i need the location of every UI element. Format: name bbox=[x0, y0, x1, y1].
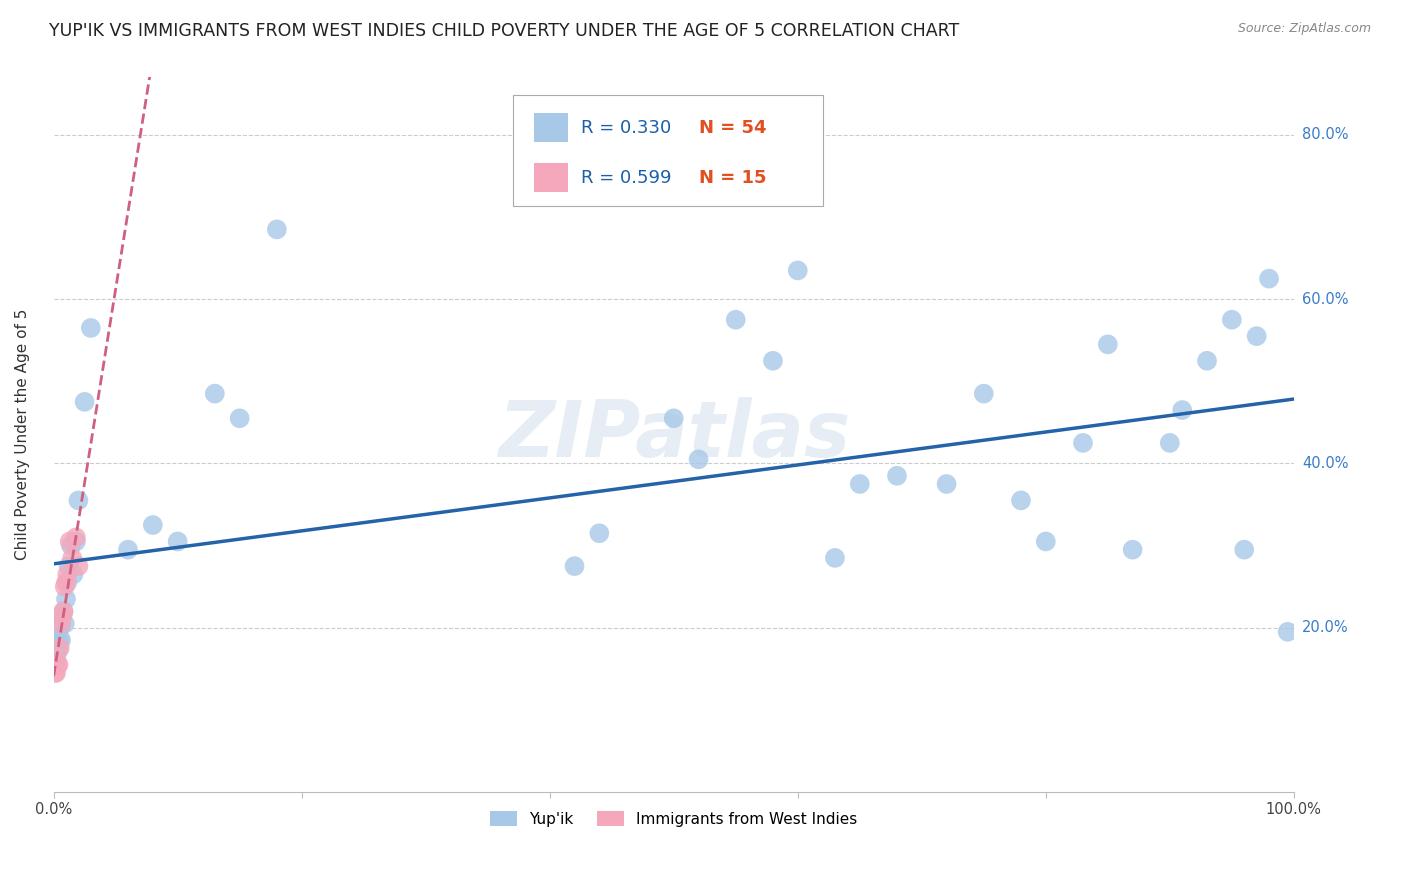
Point bbox=[786, 263, 808, 277]
Point bbox=[49, 633, 72, 648]
Point bbox=[266, 222, 288, 236]
Point bbox=[44, 665, 66, 680]
Point bbox=[48, 657, 70, 672]
Text: 40.0%: 40.0% bbox=[1302, 456, 1348, 471]
Point bbox=[1233, 542, 1256, 557]
Text: N = 15: N = 15 bbox=[699, 169, 766, 186]
Point bbox=[55, 575, 77, 590]
Point bbox=[204, 386, 226, 401]
Text: YUP'IK VS IMMIGRANTS FROM WEST INDIES CHILD POVERTY UNDER THE AGE OF 5 CORRELATI: YUP'IK VS IMMIGRANTS FROM WEST INDIES CH… bbox=[49, 22, 959, 40]
Point bbox=[55, 591, 77, 606]
Point bbox=[1195, 353, 1218, 368]
Text: Source: ZipAtlas.com: Source: ZipAtlas.com bbox=[1237, 22, 1371, 36]
Point bbox=[51, 608, 73, 623]
Point bbox=[65, 534, 87, 549]
Point bbox=[973, 386, 995, 401]
Point bbox=[1258, 271, 1281, 285]
FancyBboxPatch shape bbox=[534, 113, 568, 143]
Point bbox=[53, 580, 76, 594]
Text: R = 0.330: R = 0.330 bbox=[581, 119, 671, 136]
Point bbox=[80, 321, 103, 335]
Point bbox=[48, 641, 70, 656]
Point bbox=[142, 518, 165, 533]
Point bbox=[886, 468, 908, 483]
Point bbox=[228, 411, 250, 425]
Point bbox=[1122, 542, 1144, 557]
Point bbox=[49, 633, 72, 648]
Point bbox=[56, 567, 79, 582]
Text: ZIPatlas: ZIPatlas bbox=[498, 397, 849, 473]
Point bbox=[67, 559, 90, 574]
Point bbox=[59, 534, 82, 549]
Point bbox=[49, 621, 72, 635]
Point bbox=[166, 534, 188, 549]
Y-axis label: Child Poverty Under the Age of 5: Child Poverty Under the Age of 5 bbox=[15, 309, 30, 560]
Point bbox=[49, 616, 72, 631]
Point bbox=[46, 621, 69, 635]
FancyBboxPatch shape bbox=[513, 95, 823, 206]
Point bbox=[51, 608, 73, 623]
Point bbox=[762, 353, 785, 368]
Point bbox=[1171, 403, 1194, 417]
Point bbox=[1246, 329, 1268, 343]
Point bbox=[45, 665, 67, 680]
Point bbox=[1035, 534, 1057, 549]
Text: 20.0%: 20.0% bbox=[1302, 620, 1348, 635]
Text: N = 54: N = 54 bbox=[699, 119, 766, 136]
Point bbox=[1159, 436, 1181, 450]
Point bbox=[52, 604, 75, 618]
Point bbox=[45, 629, 67, 643]
Point bbox=[1097, 337, 1119, 351]
Point bbox=[824, 550, 846, 565]
Point bbox=[56, 575, 79, 590]
Legend: Yup'ik, Immigrants from West Indies: Yup'ik, Immigrants from West Indies bbox=[482, 803, 865, 834]
Point bbox=[65, 530, 87, 544]
Point bbox=[60, 550, 83, 565]
FancyBboxPatch shape bbox=[534, 162, 568, 192]
Point bbox=[53, 616, 76, 631]
Point bbox=[62, 567, 84, 582]
Point bbox=[688, 452, 710, 467]
Point bbox=[1277, 624, 1299, 639]
Point bbox=[117, 542, 139, 557]
Text: 80.0%: 80.0% bbox=[1302, 128, 1348, 143]
Point bbox=[52, 604, 75, 618]
Text: 60.0%: 60.0% bbox=[1302, 292, 1348, 307]
Point bbox=[67, 493, 90, 508]
Point bbox=[662, 411, 685, 425]
Text: R = 0.599: R = 0.599 bbox=[581, 169, 671, 186]
Point bbox=[48, 612, 70, 626]
Point bbox=[49, 641, 72, 656]
Point bbox=[724, 312, 747, 326]
Point bbox=[46, 657, 69, 672]
Point bbox=[1010, 493, 1032, 508]
Point bbox=[564, 559, 586, 574]
Point bbox=[46, 645, 69, 659]
Point bbox=[1071, 436, 1094, 450]
Point bbox=[44, 641, 66, 656]
Point bbox=[58, 559, 80, 574]
Point bbox=[73, 395, 96, 409]
Point bbox=[59, 539, 82, 553]
Point bbox=[935, 477, 957, 491]
Point bbox=[588, 526, 610, 541]
Point bbox=[849, 477, 872, 491]
Point bbox=[1220, 312, 1243, 326]
Point bbox=[45, 654, 67, 668]
Point bbox=[49, 616, 72, 631]
